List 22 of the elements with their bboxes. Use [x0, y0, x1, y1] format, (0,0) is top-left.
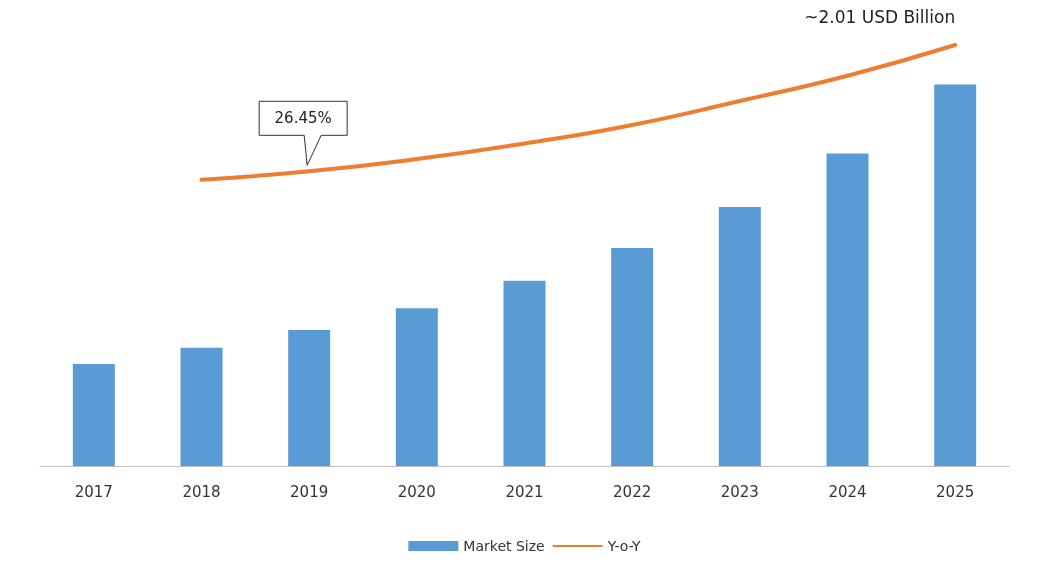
x-tick-label: 2024: [828, 482, 867, 501]
x-tick-label: 2025: [936, 482, 975, 501]
bar: [72, 364, 115, 466]
bar: [395, 308, 438, 466]
bar: [934, 84, 977, 466]
x-tick-label: 2020: [397, 482, 436, 501]
bar: [503, 280, 546, 466]
annotation: 26.45%: [274, 109, 332, 128]
annotation: ~2.01 USD Billion: [804, 6, 956, 27]
x-tick-label: 2022: [613, 482, 652, 501]
x-tick-label: 2021: [505, 482, 544, 501]
bar: [718, 207, 761, 466]
x-tick-label: 2023: [720, 482, 759, 501]
x-tick-label: 2017: [74, 482, 113, 501]
bar: [611, 247, 654, 466]
legend-label: Y-o-Y: [606, 538, 642, 554]
legend-label: Market Size: [463, 538, 545, 554]
bar: [826, 153, 869, 466]
x-tick-label: 2018: [182, 482, 221, 501]
x-tick-label: 2019: [290, 482, 329, 501]
bar: [180, 347, 223, 466]
bar: [288, 330, 331, 466]
